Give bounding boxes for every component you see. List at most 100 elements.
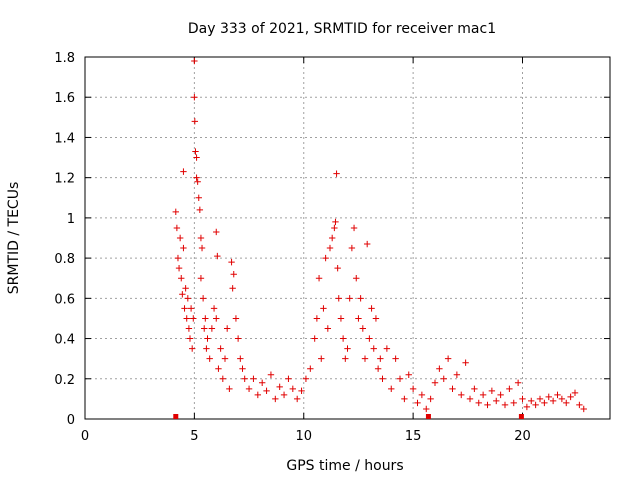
data-point — [250, 375, 257, 382]
data-point — [190, 315, 197, 322]
data-point — [201, 325, 208, 332]
data-point — [475, 399, 482, 407]
data-point — [331, 224, 338, 232]
data-point — [245, 385, 253, 393]
points-layer — [172, 57, 587, 419]
data-point — [280, 391, 288, 399]
data-point — [549, 397, 557, 405]
data-point — [175, 264, 183, 272]
data-point — [320, 305, 327, 312]
data-point — [436, 365, 443, 372]
data-point — [263, 387, 270, 395]
x-tick-label: 0 — [81, 429, 89, 444]
data-point — [230, 271, 237, 278]
data-point — [501, 401, 509, 409]
data-point — [272, 395, 279, 403]
data-point — [198, 244, 206, 252]
y-tick-label: 0 — [67, 413, 75, 428]
data-point — [414, 399, 421, 407]
data-point — [194, 178, 201, 185]
data-point — [444, 355, 452, 362]
data-point — [377, 355, 384, 362]
data-point — [337, 315, 345, 322]
data-point — [276, 383, 283, 391]
data-point — [213, 315, 220, 322]
data-point — [178, 275, 185, 282]
data-point — [388, 385, 395, 393]
data-point — [322, 254, 329, 262]
y-tick-label: 1.8 — [54, 51, 75, 66]
data-point — [361, 355, 369, 362]
data-point — [293, 395, 301, 403]
data-point — [326, 244, 334, 252]
y-tick-label: 1.4 — [54, 131, 75, 146]
data-point — [289, 385, 297, 393]
data-point — [493, 397, 500, 405]
data-point — [185, 325, 193, 332]
y-tick-label: 1 — [67, 212, 75, 227]
data-point — [191, 94, 198, 101]
data-point — [206, 355, 213, 362]
data-point — [197, 234, 205, 242]
data-point — [214, 252, 221, 260]
data-point — [213, 228, 220, 236]
data-point — [350, 224, 358, 232]
data-point — [344, 345, 351, 352]
data-point — [254, 391, 262, 399]
data-point — [576, 401, 583, 409]
data-point — [187, 305, 195, 312]
data-point — [217, 345, 224, 352]
x-tick-label: 5 — [190, 429, 198, 444]
data-point — [203, 345, 210, 352]
data-point — [208, 325, 216, 332]
data-point — [510, 399, 517, 407]
data-point — [215, 365, 222, 372]
data-point — [267, 371, 275, 378]
y-tick-label: 0.2 — [54, 373, 75, 388]
data-point — [523, 403, 531, 411]
y-tick-label: 0.4 — [54, 333, 75, 348]
x-tick-label: 10 — [295, 429, 312, 444]
data-point — [554, 391, 561, 399]
data-point — [184, 295, 192, 302]
x-tick-label: 15 — [405, 429, 422, 444]
data-point — [226, 385, 233, 393]
gap-marker — [173, 414, 179, 419]
data-point — [202, 315, 209, 322]
data-point — [223, 325, 231, 332]
data-point — [348, 244, 356, 252]
data-point — [453, 371, 461, 378]
chart-title: Day 333 of 2021, SRMTID for receiver mac… — [188, 21, 496, 37]
data-point — [302, 375, 310, 382]
data-point — [427, 395, 434, 403]
data-point — [324, 325, 332, 332]
data-point — [359, 325, 367, 332]
data-point — [471, 385, 478, 393]
data-point — [335, 295, 342, 302]
data-point — [484, 401, 491, 409]
data-point — [392, 355, 399, 362]
data-point — [541, 399, 548, 407]
data-point — [558, 395, 566, 403]
data-point — [193, 174, 200, 181]
data-point — [318, 355, 325, 362]
data-point — [462, 359, 469, 366]
y-tick-label: 0.8 — [54, 252, 75, 267]
data-point — [179, 291, 186, 298]
data-point — [239, 365, 246, 372]
data-point — [418, 391, 426, 399]
y-axis-title: SRMTID / TECUs — [6, 182, 22, 295]
data-point — [431, 379, 439, 386]
data-point — [172, 208, 179, 216]
data-point — [519, 395, 526, 403]
data-point — [401, 395, 408, 403]
data-point — [488, 387, 496, 395]
data-point — [180, 168, 187, 175]
data-point — [219, 375, 227, 382]
data-point — [191, 118, 199, 125]
data-point — [183, 315, 190, 322]
plot-frame — [84, 56, 611, 420]
data-point — [173, 224, 181, 232]
data-point — [368, 305, 375, 312]
